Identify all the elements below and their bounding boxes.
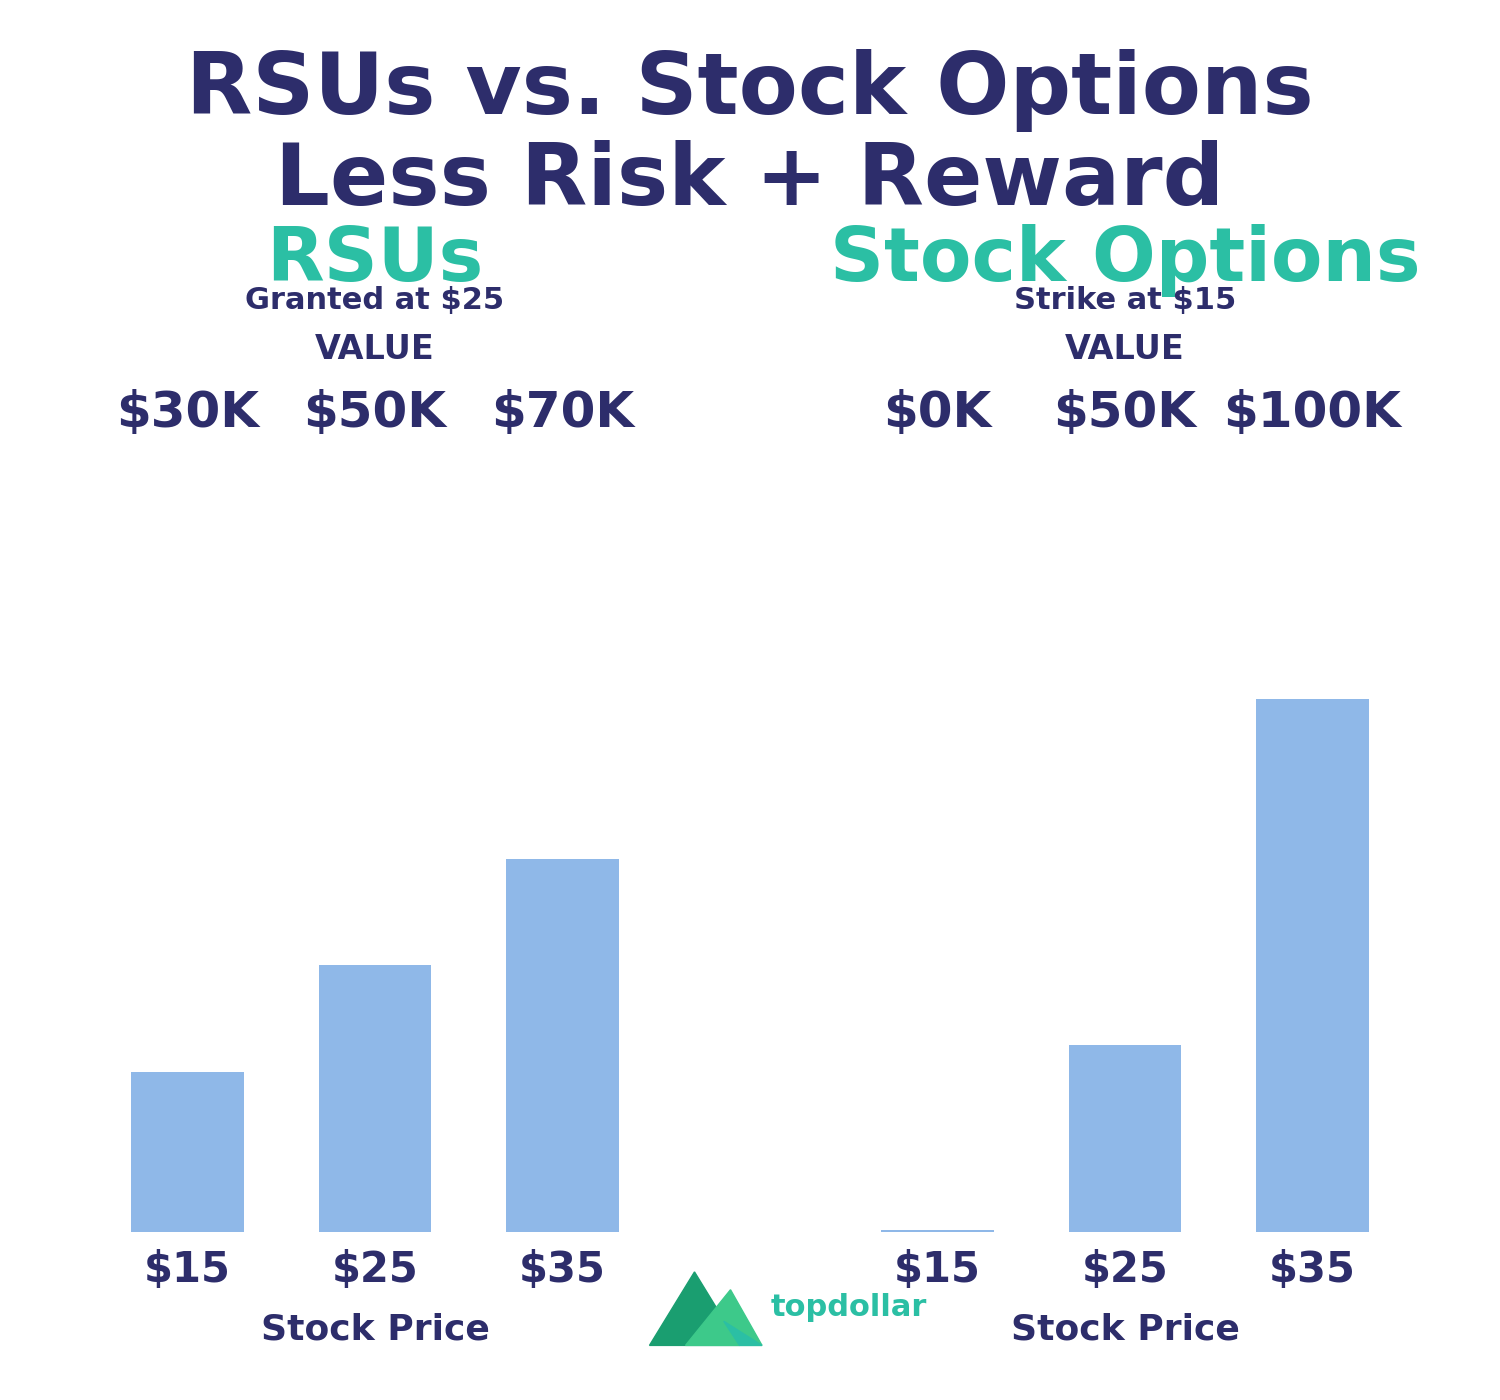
Text: topdollar: topdollar <box>771 1294 927 1322</box>
Text: Strike at $15: Strike at $15 <box>1014 286 1236 315</box>
X-axis label: Stock Price: Stock Price <box>1011 1313 1239 1347</box>
Text: $50K: $50K <box>1053 389 1197 437</box>
Text: Less Risk + Reward: Less Risk + Reward <box>276 140 1224 223</box>
Bar <box>506 858 618 1232</box>
Text: VALUE: VALUE <box>315 333 435 367</box>
Text: VALUE: VALUE <box>1065 333 1185 367</box>
Text: $0K: $0K <box>884 389 992 437</box>
Polygon shape <box>686 1289 762 1345</box>
Bar <box>132 1072 243 1232</box>
Text: RSUs: RSUs <box>267 224 483 297</box>
Text: $50K: $50K <box>303 389 447 437</box>
Bar <box>1068 1046 1182 1232</box>
Bar <box>882 1231 995 1232</box>
Text: $70K: $70K <box>490 389 634 437</box>
Bar <box>318 966 432 1232</box>
Text: RSUs vs. Stock Options: RSUs vs. Stock Options <box>186 49 1314 132</box>
X-axis label: Stock Price: Stock Price <box>261 1313 489 1347</box>
Text: $30K: $30K <box>116 389 260 437</box>
Text: Granted at $25: Granted at $25 <box>246 286 504 315</box>
Polygon shape <box>723 1322 762 1345</box>
Polygon shape <box>650 1271 740 1345</box>
Bar <box>1257 699 1368 1232</box>
Text: Stock Options: Stock Options <box>830 224 1420 297</box>
Text: $100K: $100K <box>1224 389 1401 437</box>
